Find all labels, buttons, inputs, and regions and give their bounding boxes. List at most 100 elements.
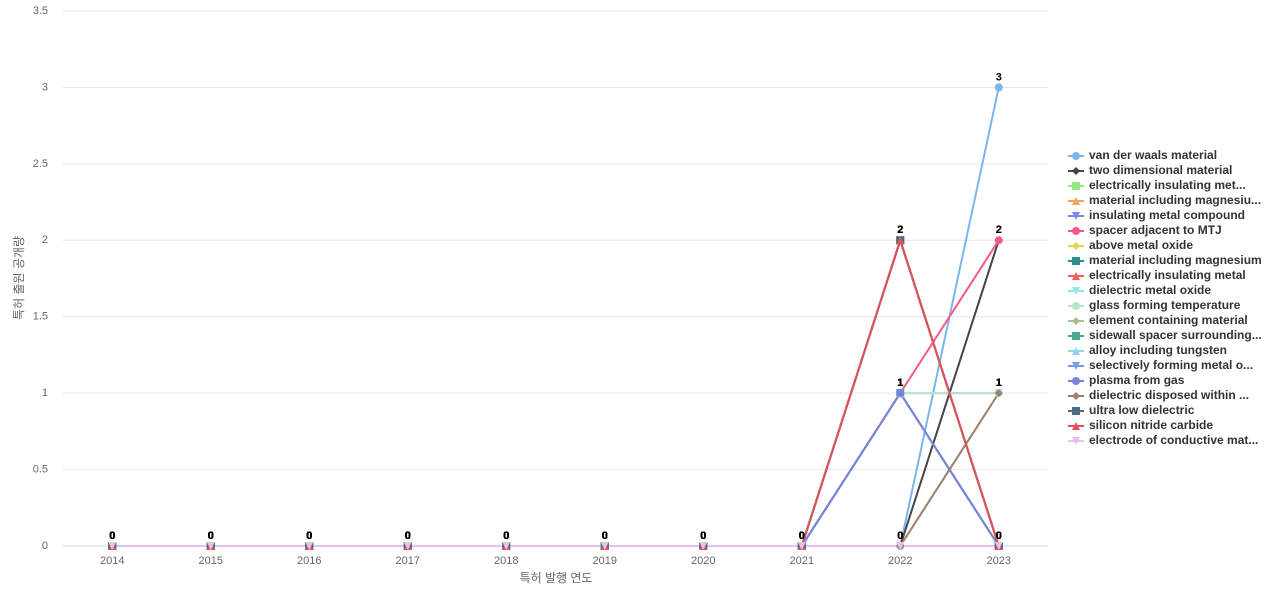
marker xyxy=(1072,242,1080,250)
legend-item[interactable]: spacer adjacent to MTJ xyxy=(1068,223,1222,237)
marker xyxy=(1072,167,1080,175)
x-tick-label: 2020 xyxy=(691,555,715,567)
markers xyxy=(108,83,1003,550)
legend-item[interactable]: material including magnesiu... xyxy=(1068,193,1261,207)
data-label: 0 xyxy=(602,530,608,542)
legend-item[interactable]: element containing material xyxy=(1068,313,1248,327)
data-label: 0 xyxy=(996,530,1002,542)
data-label: 0 xyxy=(109,530,115,542)
data-label: 0 xyxy=(503,530,509,542)
lines xyxy=(112,87,1000,547)
legend-label: van der waals material xyxy=(1089,148,1217,162)
data-label: 0 xyxy=(109,530,115,542)
legend-item[interactable]: material including magnesium xyxy=(1068,253,1262,267)
data-label: 1 xyxy=(897,377,903,389)
legend-label: two dimensional material xyxy=(1089,163,1232,177)
legend-label: element containing material xyxy=(1089,313,1248,327)
legend-item[interactable]: ultra low dielectric xyxy=(1068,403,1195,417)
legend-label: sidewall spacer surrounding... xyxy=(1089,328,1262,342)
legend-item[interactable]: plasma from gas xyxy=(1068,373,1185,387)
legend-item[interactable]: selectively forming metal o... xyxy=(1068,358,1253,372)
data-label: 0 xyxy=(503,530,509,542)
data-label: 0 xyxy=(602,530,608,542)
data-label: 0 xyxy=(208,530,214,542)
x-tick-label: 2019 xyxy=(593,555,617,567)
legend-item[interactable]: van der waals material xyxy=(1068,148,1217,162)
legend-item[interactable]: electrically insulating metal xyxy=(1068,268,1246,282)
data-label: 0 xyxy=(306,530,312,542)
data-label: 0 xyxy=(799,530,805,542)
data-label: 0 xyxy=(799,530,805,542)
data-label: 0 xyxy=(405,530,411,542)
data-label: 0 xyxy=(799,530,805,542)
legend-label: plasma from gas xyxy=(1089,373,1185,387)
legend-item[interactable]: sidewall spacer surrounding... xyxy=(1068,328,1262,342)
data-label: 0 xyxy=(700,530,706,542)
data-label: 0 xyxy=(996,530,1002,542)
data-label: 0 xyxy=(208,530,214,542)
data-label: 0 xyxy=(208,530,214,542)
data-label: 0 xyxy=(996,530,1002,542)
data-label: 0 xyxy=(897,530,903,542)
legend-item[interactable]: silicon nitride carbide xyxy=(1068,418,1213,432)
marker xyxy=(403,542,412,550)
data-label: 0 xyxy=(799,530,805,542)
data-label: 2 xyxy=(996,224,1002,236)
data-label: 0 xyxy=(799,530,805,542)
legend-item[interactable]: glass forming temperature xyxy=(1068,298,1241,312)
legend-label: electrode of conductive mat... xyxy=(1089,433,1258,447)
data-label: 0 xyxy=(700,530,706,542)
data-label: 0 xyxy=(405,530,411,542)
legend-label: above metal oxide xyxy=(1089,238,1193,252)
legend-label: electrically insulating met... xyxy=(1089,178,1246,192)
data-label: 0 xyxy=(996,530,1002,542)
data-label: 2 xyxy=(996,224,1002,236)
legend-item[interactable]: electrode of conductive mat... xyxy=(1068,433,1258,447)
data-label: 0 xyxy=(306,530,312,542)
data-label: 0 xyxy=(208,530,214,542)
data-label: 0 xyxy=(503,530,509,542)
legend-item[interactable]: electrically insulating met... xyxy=(1068,178,1246,192)
data-label: 0 xyxy=(208,530,214,542)
y-tick-label: 1 xyxy=(42,387,48,399)
data-label: 0 xyxy=(602,530,608,542)
data-label: 0 xyxy=(602,530,608,542)
marker xyxy=(1072,317,1080,325)
data-label: 0 xyxy=(109,530,115,542)
data-label: 0 xyxy=(306,530,312,542)
data-label: 0 xyxy=(208,530,214,542)
data-label: 0 xyxy=(503,530,509,542)
legend-label: glass forming temperature xyxy=(1089,298,1241,312)
data-label: 2 xyxy=(897,224,903,236)
data-label: 0 xyxy=(700,530,706,542)
data-label: 2 xyxy=(897,224,903,236)
data-label: 0 xyxy=(602,530,608,542)
legend-item[interactable]: above metal oxide xyxy=(1068,238,1193,252)
legend-label: spacer adjacent to MTJ xyxy=(1089,223,1222,237)
data-label: 0 xyxy=(109,530,115,542)
legend-item[interactable]: dielectric disposed within ... xyxy=(1068,388,1249,402)
data-label: 0 xyxy=(602,530,608,542)
data-label: 0 xyxy=(405,530,411,542)
legend-label: material including magnesium xyxy=(1089,253,1262,267)
marker xyxy=(1072,197,1080,205)
data-label: 0 xyxy=(208,530,214,542)
marker xyxy=(1072,227,1080,235)
x-tick-label: 2018 xyxy=(494,555,518,567)
legend-item[interactable]: dielectric metal oxide xyxy=(1068,283,1211,297)
data-label: 0 xyxy=(700,530,706,542)
legend-item[interactable]: two dimensional material xyxy=(1068,163,1232,177)
data-label: 2 xyxy=(897,224,903,236)
data-label: 0 xyxy=(503,530,509,542)
data-label: 1 xyxy=(897,377,903,389)
legend-item[interactable]: insulating metal compound xyxy=(1068,208,1245,222)
x-tick-label: 2022 xyxy=(888,555,912,567)
legend-item[interactable]: alloy including tungsten xyxy=(1068,343,1227,357)
data-label: 1 xyxy=(996,377,1002,389)
marker xyxy=(797,542,806,550)
y-tick-label: 1.5 xyxy=(33,311,48,323)
data-label: 0 xyxy=(109,530,115,542)
data-label: 0 xyxy=(799,530,805,542)
data-label: 0 xyxy=(306,530,312,542)
